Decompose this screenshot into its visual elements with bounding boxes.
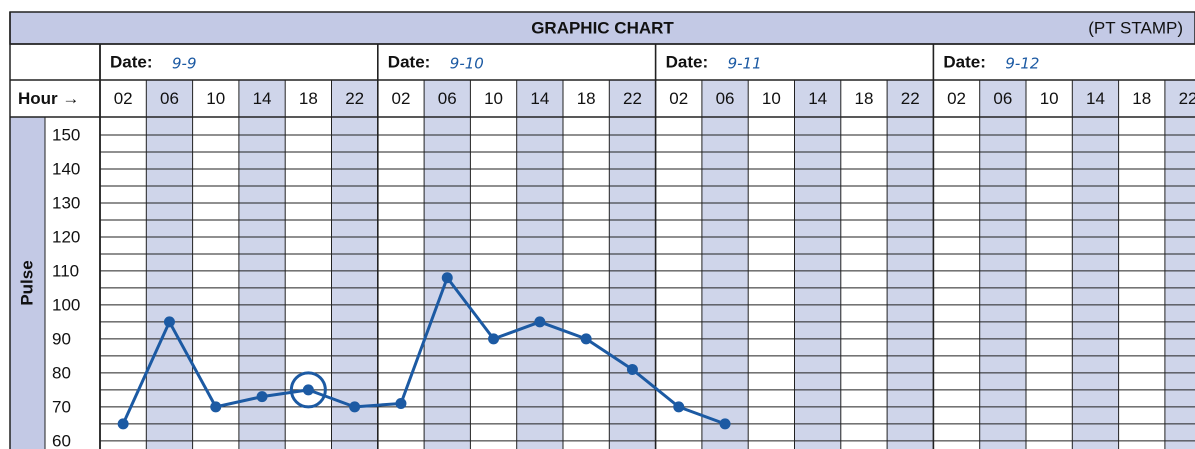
- pulse-point: [163, 316, 175, 328]
- x-tick-label: 06: [716, 89, 735, 108]
- pulse-point: [441, 272, 453, 284]
- shaded-column: [1072, 80, 1119, 449]
- x-tick-label: 02: [391, 89, 410, 108]
- x-tick-label: 14: [530, 89, 549, 108]
- x-tick-label: 14: [253, 89, 272, 108]
- y-tick-label: 120: [52, 227, 80, 246]
- pulse-line: [121, 276, 726, 426]
- x-tick-label: 18: [1132, 89, 1151, 108]
- pulse-point: [626, 363, 638, 375]
- y-tick-label: 100: [52, 295, 80, 314]
- y-tick-label: 90: [52, 329, 71, 348]
- x-tick-label: 18: [854, 89, 873, 108]
- pulse-point: [488, 333, 500, 345]
- shaded-column: [516, 80, 563, 449]
- pulse-point: [302, 384, 314, 396]
- layer: GRAPHIC CHART (PT STAMP) Pulse 60 70 80 90 100 1…: [9, 11, 1195, 449]
- highlight-ring: [289, 371, 327, 409]
- x-tick-label: 02: [669, 89, 688, 108]
- y-tick-label: 110: [52, 261, 79, 280]
- x-tick-label: 18: [299, 89, 318, 108]
- date-label: Date:: [943, 52, 986, 71]
- x-tick-label: 06: [993, 89, 1012, 108]
- pulse-point: [210, 401, 222, 413]
- shaded-column: [979, 80, 1026, 449]
- x-tick-label: 10: [206, 89, 225, 108]
- y-tick-label: 80: [52, 363, 71, 382]
- shaded-column: [146, 80, 193, 449]
- pulse-point: [256, 391, 268, 403]
- y-label-cell: [10, 117, 45, 449]
- y-tick-label: 150: [52, 125, 80, 144]
- date-value: 9-9: [172, 55, 197, 73]
- x-tick-label: 22: [345, 89, 364, 108]
- y-tick-label: 130: [52, 193, 80, 212]
- x-tick-label: 06: [160, 89, 179, 108]
- shaded-column: [331, 80, 378, 449]
- date-label: Date:: [666, 52, 709, 71]
- pulse-point: [117, 418, 129, 430]
- y-tick-label: 60: [52, 431, 71, 449]
- pulse-point: [673, 401, 685, 413]
- x-tick-label: 06: [438, 89, 457, 108]
- shaded-column: [609, 80, 656, 449]
- date-value: 9-11: [728, 55, 762, 73]
- x-tick-label: 10: [1040, 89, 1059, 108]
- x-tick-label: 10: [484, 89, 503, 108]
- pulse-point: [719, 418, 731, 430]
- shaded-column: [1164, 80, 1195, 449]
- x-tick-label: 02: [947, 89, 966, 108]
- x-tick-label: 14: [808, 89, 827, 108]
- x-axis-label: Hour →: [18, 89, 79, 108]
- pulse-point: [395, 397, 407, 409]
- shaded-column: [424, 80, 471, 449]
- x-tick-label: 18: [577, 89, 596, 108]
- x-tick-label: 02: [114, 89, 133, 108]
- date-value: 9-10: [450, 55, 484, 73]
- date-label: Date:: [110, 52, 153, 71]
- date-value: 9-12: [1005, 55, 1039, 73]
- x-tick-label: 10: [762, 89, 781, 108]
- date-label: Date:: [388, 52, 431, 71]
- x-tick-label: 22: [1179, 89, 1195, 108]
- stamp-label: (PT STAMP): [1088, 18, 1183, 37]
- chart-title: GRAPHIC CHART: [531, 18, 674, 37]
- pulse-point: [580, 333, 592, 345]
- y-tick-label: 140: [52, 159, 80, 178]
- y-axis-label: Pulse: [17, 260, 36, 305]
- shaded-column: [887, 80, 934, 449]
- title-bar: [9, 11, 1195, 45]
- shaded-column: [701, 80, 749, 449]
- shaded-column: [238, 80, 286, 449]
- x-tick-label: 22: [623, 89, 642, 108]
- pulse-point: [349, 401, 361, 413]
- shaded-column: [794, 80, 841, 449]
- x-tick-label: 22: [901, 89, 920, 108]
- pulse-point: [534, 316, 546, 328]
- y-tick-label: 70: [52, 397, 71, 416]
- x-tick-label: 14: [1086, 89, 1105, 108]
